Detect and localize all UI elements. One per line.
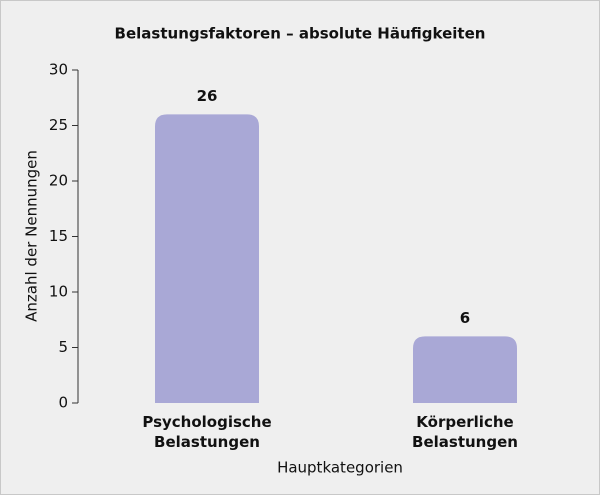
y-tick-label: 0 [58, 394, 68, 412]
x-tick-label: Psychologische Belastungen [142, 413, 272, 451]
bar [155, 114, 259, 404]
x-axis-label: Hauptkategorien [277, 459, 403, 477]
y-tick-label: 10 [49, 283, 68, 301]
data-label: 26 [197, 87, 218, 105]
data-label: 6 [460, 309, 470, 327]
y-tick-label: 30 [49, 61, 68, 79]
bar [413, 336, 517, 403]
y-tick-label: 20 [49, 172, 68, 190]
y-tick-label: 25 [49, 116, 68, 134]
x-tick-label: Körperliche Belastungen [412, 413, 518, 451]
y-tick-label: 15 [49, 227, 68, 245]
chart-title: Belastungsfaktoren – absolute Häufigkeit… [115, 25, 486, 43]
y-tick-label: 5 [58, 338, 68, 356]
y-axis-label: Anzahl der Nennungen [23, 150, 41, 322]
